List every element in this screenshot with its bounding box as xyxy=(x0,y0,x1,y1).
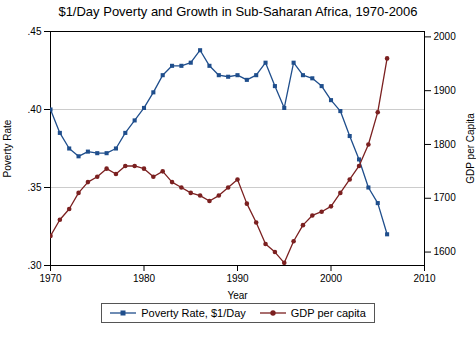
svg-text:1900: 1900 xyxy=(434,85,457,96)
svg-text:.35: .35 xyxy=(28,182,42,193)
svg-text:1700: 1700 xyxy=(434,192,457,203)
html-text:Poverty Rate, $1/Day: Poverty Rate, $1/Day xyxy=(141,307,246,319)
svg-text:2010: 2010 xyxy=(413,273,436,284)
svg-text:1980: 1980 xyxy=(133,273,156,284)
svg-text:.45: .45 xyxy=(28,26,42,37)
svg-text:GDP per Capita: GDP per Capita xyxy=(465,113,476,184)
svg-text:Year: Year xyxy=(227,290,248,301)
html-text:$1/Day Poverty and Growth in S: $1/Day Poverty and Growth in Sub-Saharan… xyxy=(58,4,418,19)
svg-text:Poverty Rate: Poverty Rate xyxy=(2,119,13,177)
svg-text:.40: .40 xyxy=(28,104,42,115)
svg-text:2000: 2000 xyxy=(320,273,343,284)
svg-text:1990: 1990 xyxy=(226,273,249,284)
svg-text:1800: 1800 xyxy=(434,139,457,150)
svg-text:.30: .30 xyxy=(28,260,42,271)
html-text:GDP per capita: GDP per capita xyxy=(290,307,366,319)
svg-text:2000: 2000 xyxy=(434,31,457,42)
svg-text:1600: 1600 xyxy=(434,246,457,257)
svg-text:1970: 1970 xyxy=(39,273,62,284)
